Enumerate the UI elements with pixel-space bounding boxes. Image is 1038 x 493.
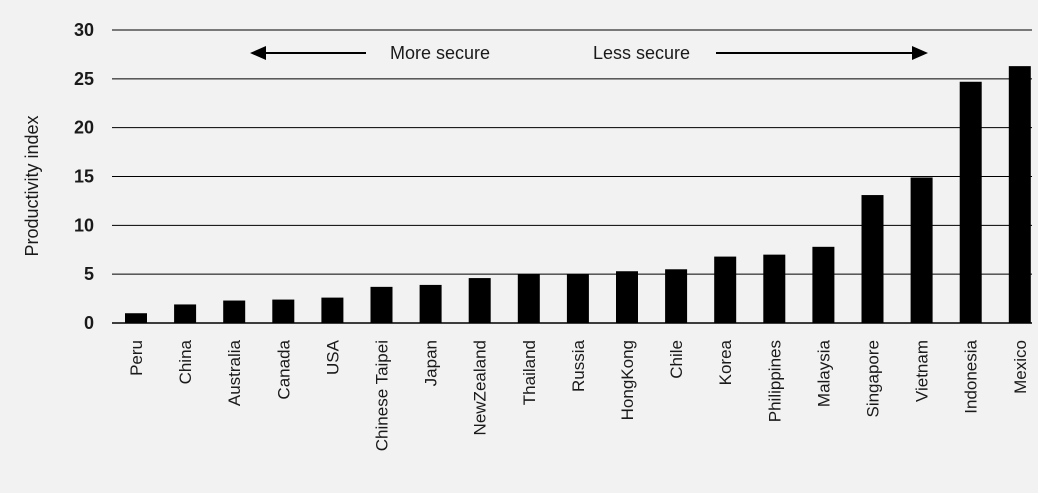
y-tick-label: 20 <box>74 118 94 138</box>
bar <box>714 256 737 323</box>
bar <box>517 274 540 323</box>
x-tick-label: Canada <box>274 339 293 399</box>
x-tick-label: Japan <box>422 340 441 386</box>
x-tick-label: Chinese Taipei <box>373 340 392 451</box>
bar <box>616 271 638 323</box>
x-tick-label: Malaysia <box>814 339 833 407</box>
bar <box>1008 66 1031 324</box>
bar <box>763 254 786 323</box>
bar <box>321 297 344 323</box>
y-tick-label: 0 <box>84 313 94 333</box>
bar <box>959 81 982 323</box>
bar <box>665 269 688 323</box>
bar <box>370 286 393 323</box>
bar <box>910 177 933 323</box>
more-secure-label: More secure <box>390 43 490 63</box>
x-tick-label: USA <box>323 339 342 375</box>
x-tick-label: Mexico <box>1011 340 1030 394</box>
annotations: More secure Less secure <box>250 43 928 63</box>
bar <box>174 304 197 323</box>
x-tick-label: China <box>176 339 195 384</box>
y-tick-label: 10 <box>74 215 94 235</box>
bar <box>468 278 491 323</box>
left-arrow-head <box>250 46 266 60</box>
y-tick-label: 5 <box>84 264 94 284</box>
less-secure-label: Less secure <box>593 43 690 63</box>
bar <box>566 274 589 323</box>
x-tick-label: Korea <box>716 339 735 385</box>
bar <box>272 299 295 323</box>
x-tick-label: Chile <box>667 340 686 379</box>
y-tick-labels: 0 5 10 15 20 25 30 <box>74 20 94 333</box>
bar <box>223 300 246 323</box>
x-tick-labels: Peru China Australia Canada USA Chinese Taipe… <box>127 339 1030 451</box>
y-tick-label: 25 <box>74 69 94 89</box>
x-tick-label: Singapore <box>864 340 883 418</box>
x-tick-label: Thailand <box>520 340 539 405</box>
x-tick-label: Peru <box>127 340 146 376</box>
x-tick-label: Philippines <box>765 340 784 422</box>
right-arrow-head <box>912 46 928 60</box>
y-tick-label: 15 <box>74 167 94 187</box>
x-tick-label: Vietnam <box>913 340 932 402</box>
bar <box>861 195 884 323</box>
bar <box>812 246 835 323</box>
bars <box>125 66 1031 324</box>
bar <box>125 313 147 323</box>
x-tick-label: NewZealand <box>471 340 490 435</box>
x-tick-label: HongKong <box>618 340 637 420</box>
x-tick-label: Russia <box>569 339 588 392</box>
x-tick-label: Australia <box>225 339 244 406</box>
y-axis-label: Productivity index <box>22 115 42 256</box>
x-tick-label: Indonesia <box>962 339 981 413</box>
bar <box>419 284 442 323</box>
y-tick-label: 30 <box>74 20 94 40</box>
